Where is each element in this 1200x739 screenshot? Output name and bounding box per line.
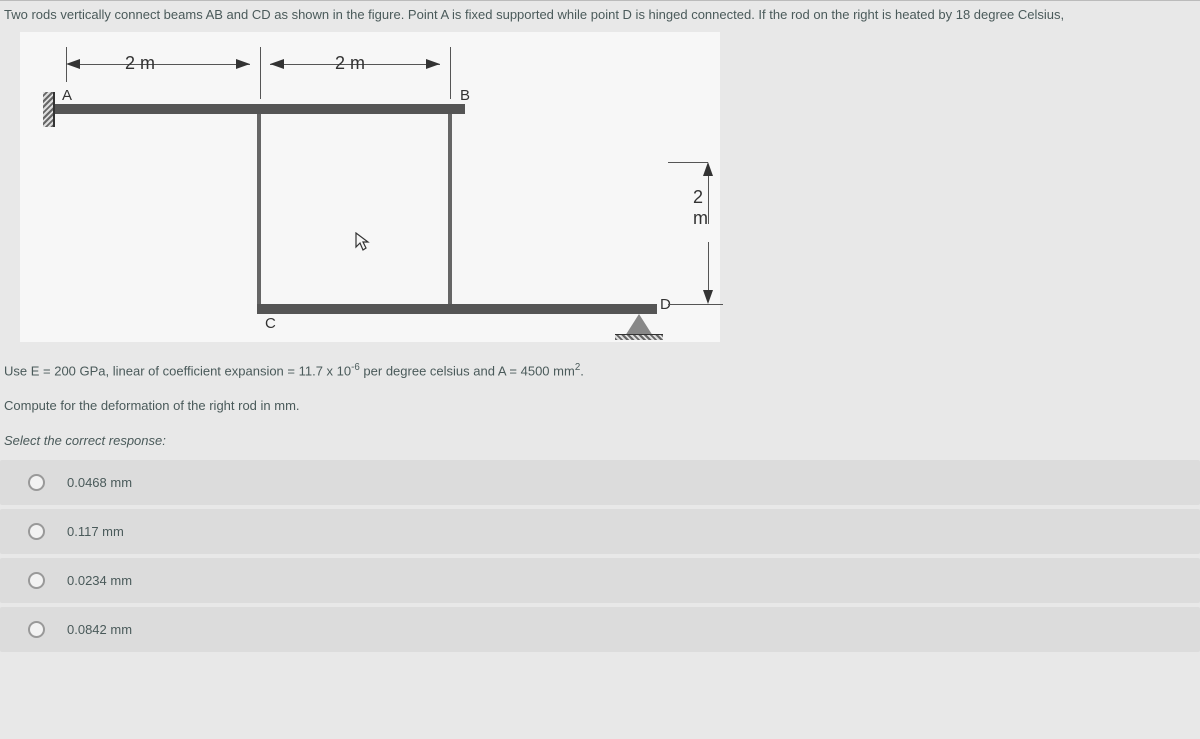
label-A: A [62,87,72,104]
dim-label: 2 m [693,187,720,229]
dim-tick [450,47,451,99]
beam-ab [55,104,465,114]
hinge-support [625,314,653,336]
option-text: 0.0234 mm [67,573,132,588]
arrow-icon [236,59,250,69]
dim-line [80,64,250,65]
option-text: 0.117 mm [67,524,124,539]
cursor-icon [355,232,371,257]
option-row[interactable]: 0.117 mm [0,509,1200,554]
hinge-base [615,334,663,340]
question-intro: Two rods vertically connect beams AB and… [0,1,1200,22]
options: 0.0468 mm 0.117 mm 0.0234 mm 0.0842 mm [0,460,1200,652]
beam-cd [257,304,657,314]
dim-tick [260,47,261,99]
arrow-icon [426,59,440,69]
arrow-icon [703,162,713,176]
rod-left [257,114,261,304]
label-B: B [460,87,470,104]
radio-icon[interactable] [28,474,45,491]
radio-icon[interactable] [28,523,45,540]
option-text: 0.0842 mm [67,622,132,637]
dim-tick [668,304,723,305]
option-row[interactable]: 0.0468 mm [0,460,1200,505]
dim-label: 2 m [335,53,365,74]
dim-line [708,242,709,292]
arrow-icon [270,59,284,69]
radio-icon[interactable] [28,621,45,638]
option-row[interactable]: 0.0842 mm [0,607,1200,652]
rod-right [448,114,452,304]
arrow-icon [66,59,80,69]
dim-label: 2 m [125,53,155,74]
option-row[interactable]: 0.0234 mm [0,558,1200,603]
fixed-support [43,92,55,127]
option-text: 0.0468 mm [67,475,132,490]
arrow-icon [703,290,713,304]
select-prompt: Select the correct response: [4,433,1200,448]
parameters-line: Use E = 200 GPa, linear of coefficient e… [4,362,1200,378]
label-C: C [265,315,276,332]
task-line: Compute for the deformation of the right… [4,398,1200,413]
dim-tick [668,162,708,163]
radio-icon[interactable] [28,572,45,589]
figure: 2 m 2 m A B C D 2 m [20,32,720,342]
